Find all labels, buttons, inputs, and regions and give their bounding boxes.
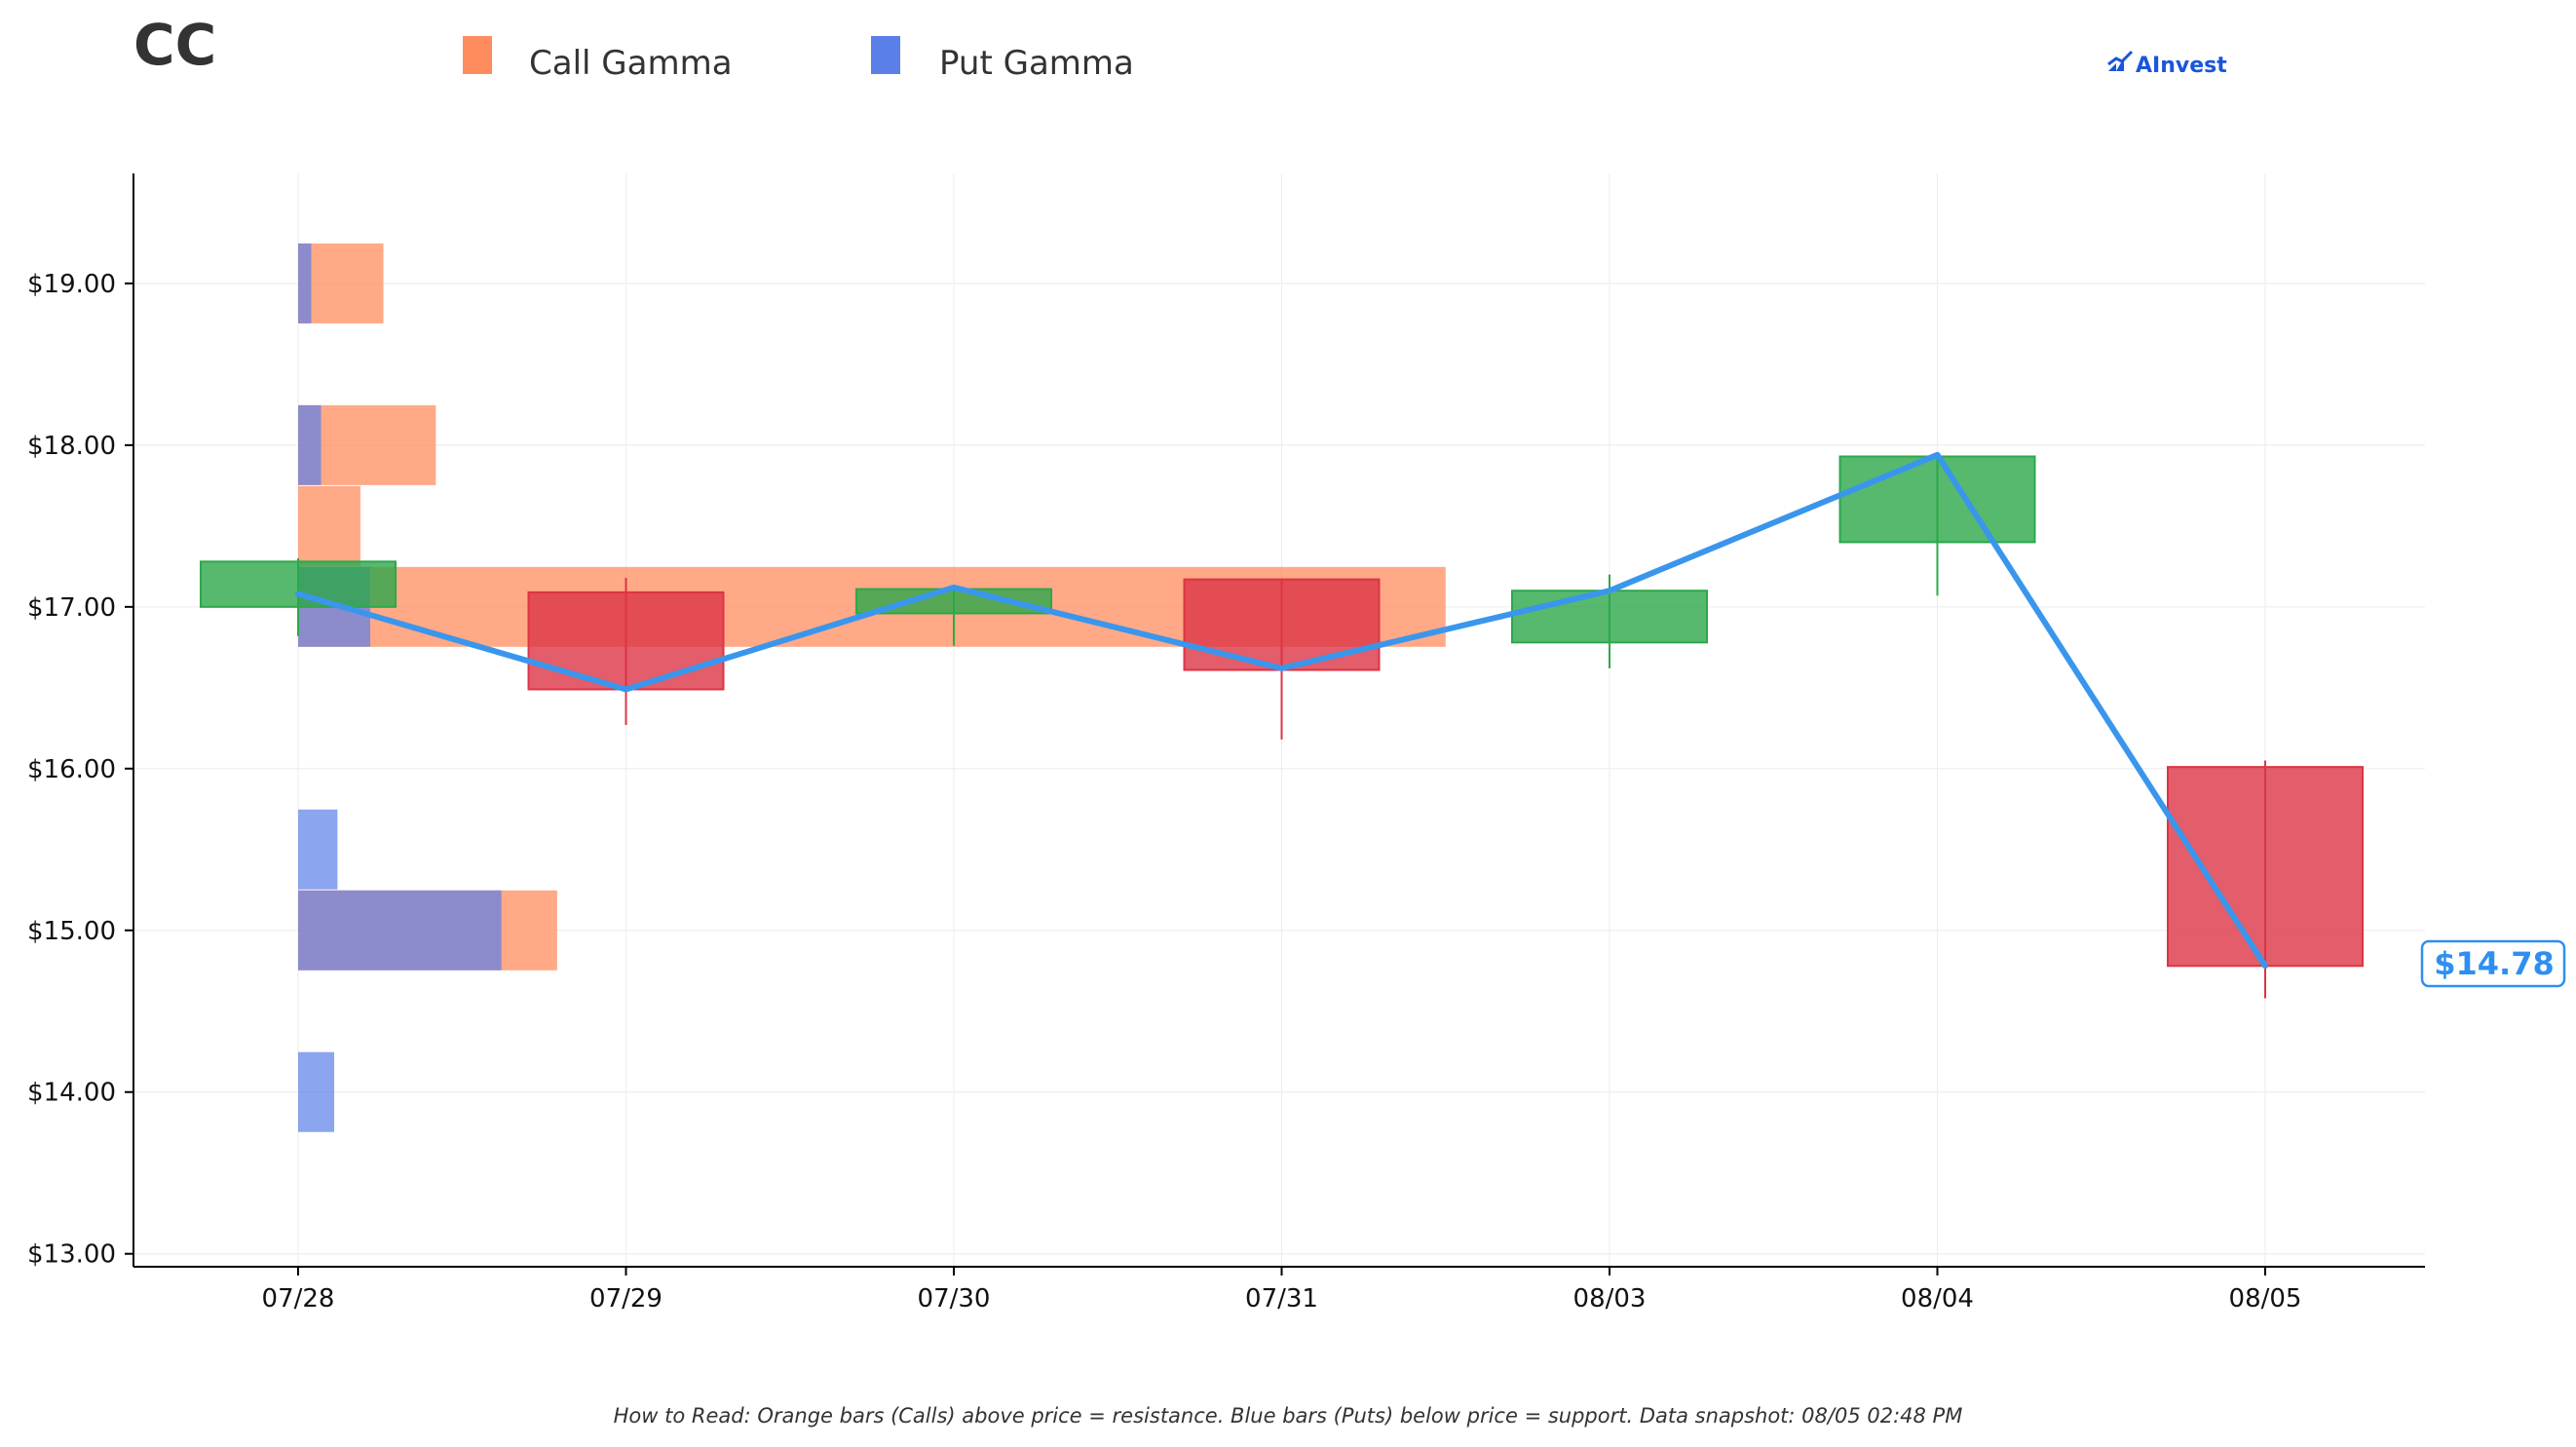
x-tick-label-07-30: 07/30 (918, 1284, 991, 1314)
x-tick-label-07-28: 07/28 (262, 1284, 335, 1314)
legend-label-call: Call Gamma (529, 44, 733, 83)
chart-bars-icon (2107, 50, 2134, 71)
candle-body-08-03 (1511, 590, 1708, 644)
x-tick-label-07-29: 07/29 (589, 1284, 663, 1314)
footer-note: How to Read: Orange bars (Calls) above p… (614, 1404, 1963, 1428)
price-line-path (295, 451, 2268, 970)
candle-body-08-04 (1838, 455, 2036, 544)
x-tick-label-07-31: 07/31 (1245, 1284, 1318, 1314)
put-gamma-bar-15 (298, 890, 502, 971)
x-tick-label-08-03: 08/03 (1573, 1284, 1647, 1314)
call-gamma-bar-19 (298, 243, 384, 324)
current-price-text: $14.78 (2434, 945, 2554, 982)
ainvest-logo: AInvest (2107, 50, 2227, 78)
candle-body-08-05 (2167, 766, 2364, 968)
y-tick-label--17-00: $17.00 (27, 593, 116, 623)
put-gamma-bar-14 (298, 1051, 335, 1132)
y-tick-label--16-00: $16.00 (27, 755, 116, 784)
put-gamma-bar-15-5 (298, 809, 338, 890)
x-tick-label-08-05: 08/05 (2229, 1284, 2302, 1314)
price-line (295, 451, 2268, 970)
candle-body-07-28 (200, 560, 397, 608)
x-tick-label-08-04: 08/04 (1901, 1284, 1974, 1314)
y-tick-label--14-00: $14.00 (27, 1079, 116, 1108)
gamma-bars (298, 243, 1446, 1132)
logo-text: AInvest (2136, 54, 2227, 78)
legend-label-put: Put Gamma (939, 44, 1134, 83)
y-tick-label--13-00: $13.00 (27, 1240, 116, 1270)
put-gamma-bar-18 (298, 404, 322, 485)
legend: Call Gamma Put Gamma (463, 36, 1134, 83)
call-gamma-bar-17-5 (298, 485, 360, 566)
put-gamma-bar-19 (298, 243, 312, 324)
y-tick-label--15-00: $15.00 (27, 917, 116, 946)
y-tick-label--18-00: $18.00 (27, 432, 116, 461)
x-axis-ticks: 07/28 07/29 07/30 07/31 08/03 08/04 08/05 (262, 1267, 2302, 1314)
y-axis-ticks: $13.00 $14.00 $15.00 $16.00 $17.00 $18.00 $19.… (27, 270, 133, 1270)
y-tick-label--19-00: $19.00 (27, 270, 116, 299)
axes (133, 173, 2425, 1268)
candle-body-07-31 (1183, 578, 1381, 671)
chart-title: CC (133, 12, 216, 78)
legend-swatch-call (463, 36, 492, 74)
candle-body-07-29 (527, 590, 725, 691)
current-price-label: $14.78 (2420, 939, 2566, 988)
legend-swatch-put (871, 36, 900, 74)
gridlines (133, 173, 2425, 1267)
